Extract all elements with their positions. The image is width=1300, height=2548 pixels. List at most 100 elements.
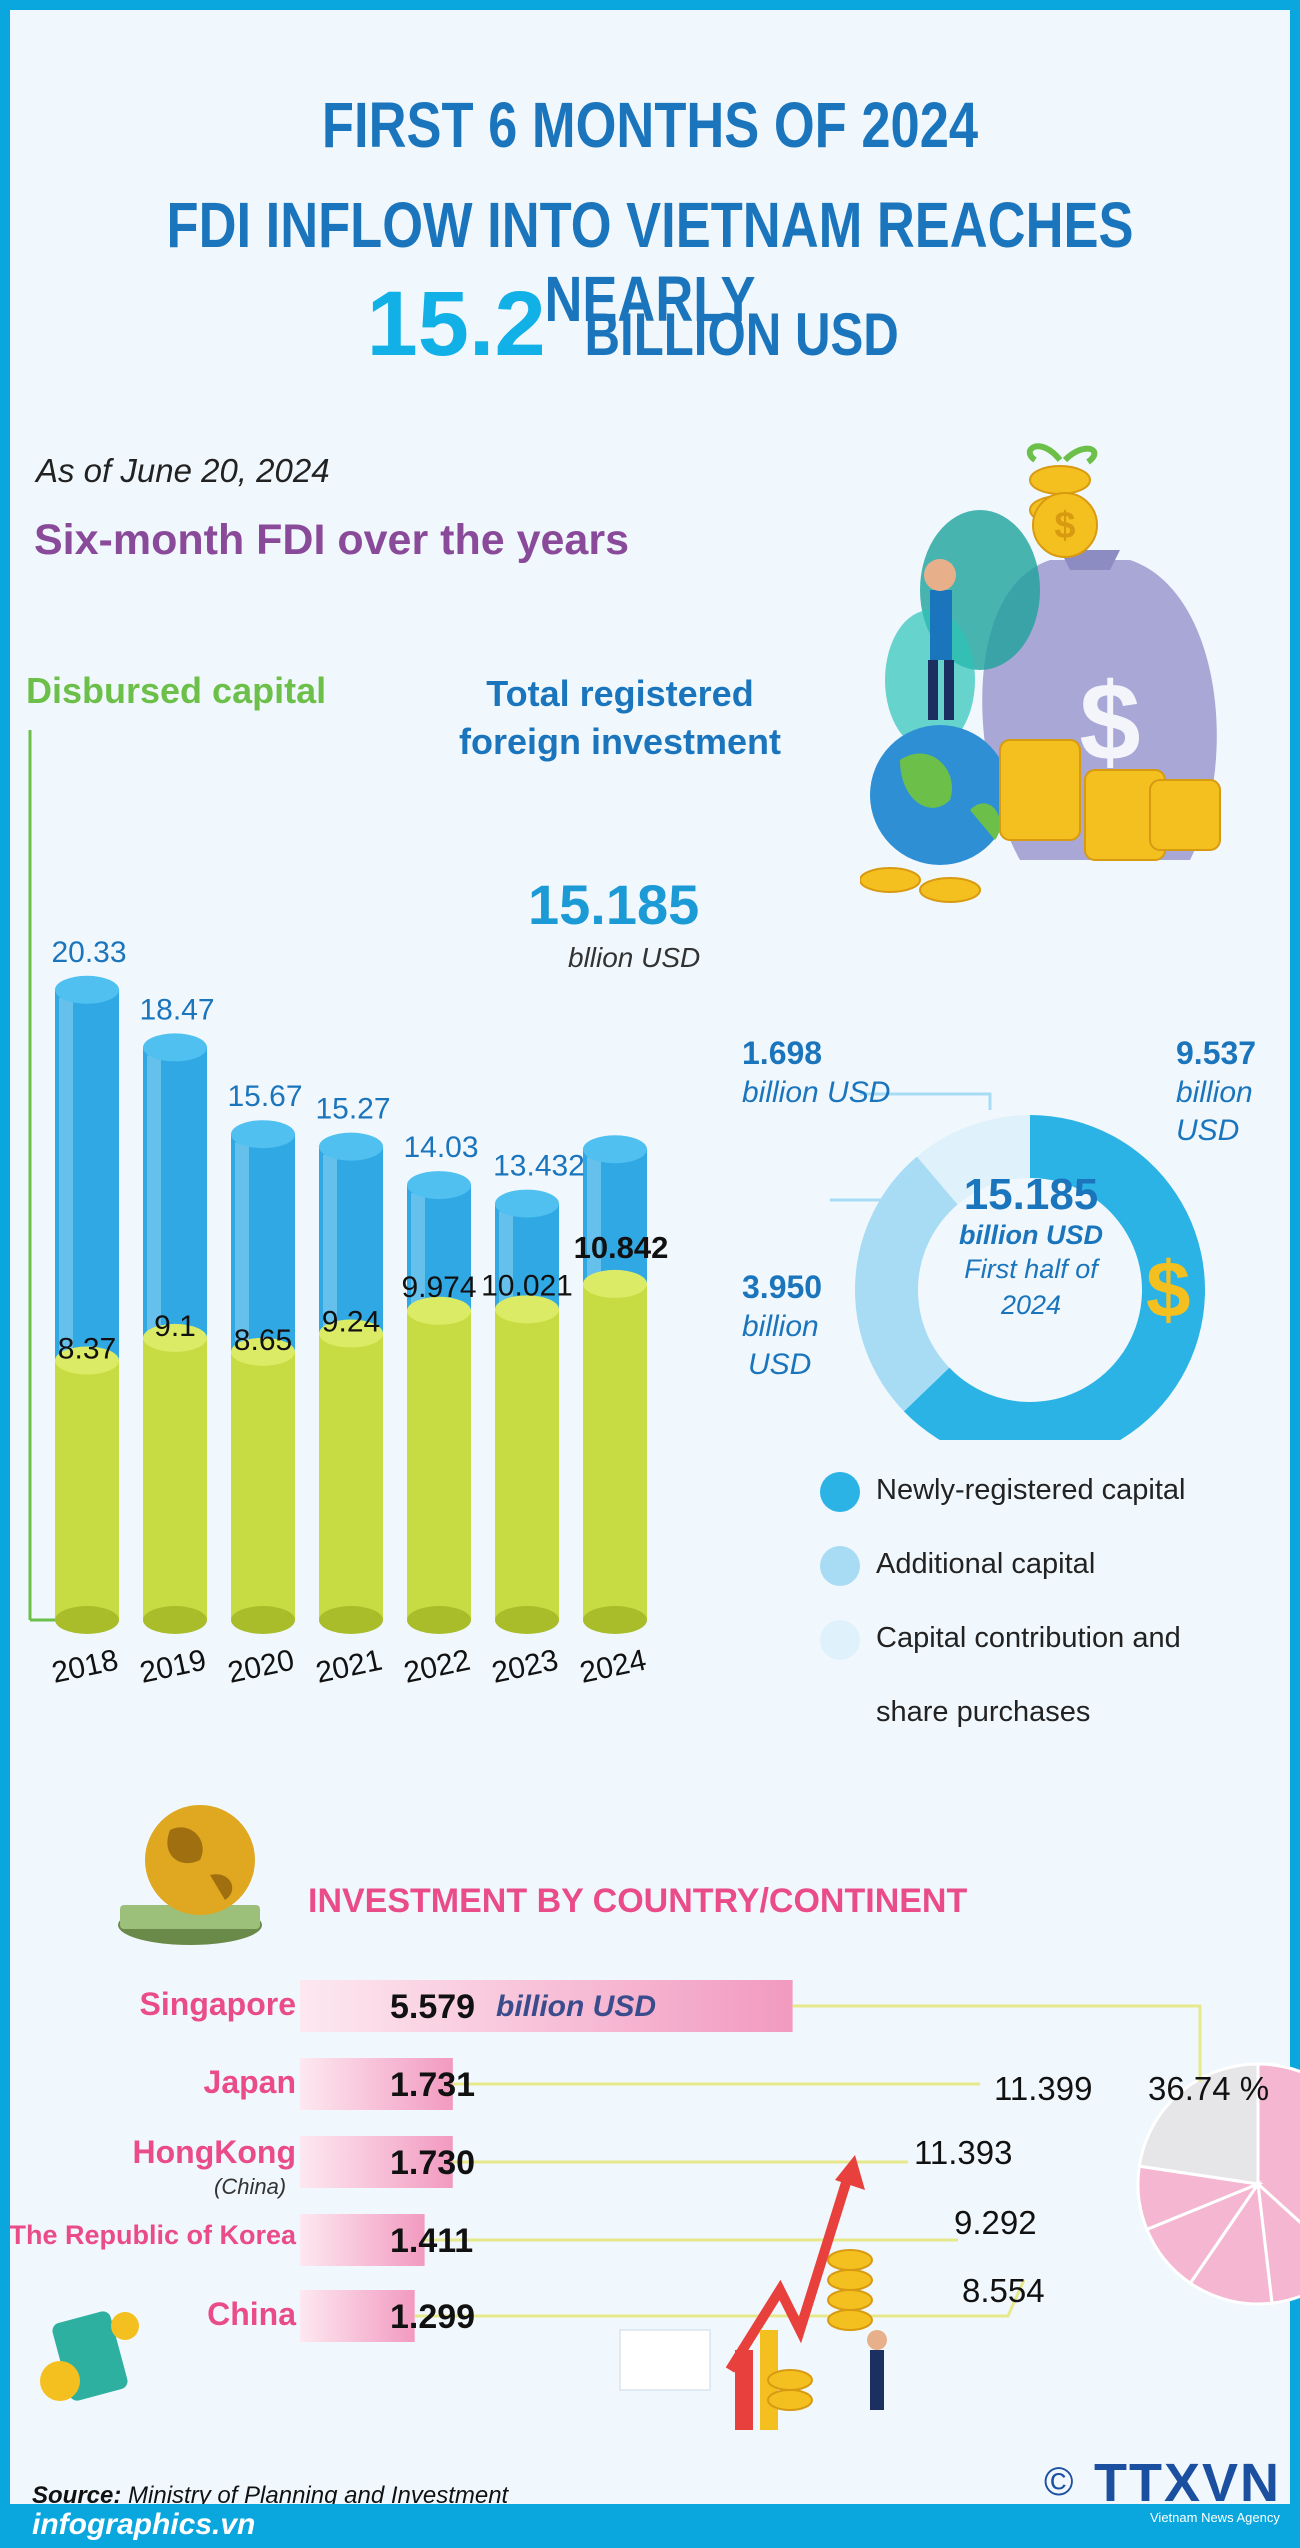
bar-base-2021 xyxy=(319,1606,383,1634)
country-pie-label-4: 8.554 xyxy=(962,2272,1045,2309)
country-leader-4 xyxy=(414,2279,1026,2318)
donut-center-value: 15.185 xyxy=(963,1170,1099,1219)
donut-center-unit: billion USD xyxy=(959,1220,1103,1250)
value-contribution: 1.698 billion USD xyxy=(742,1034,890,1112)
headline-line1: FIRST 6 MONTHS OF 2024 xyxy=(321,89,979,161)
disbursed-bar-cap-2021 xyxy=(319,1319,383,1348)
country-pie-slice-0 xyxy=(1256,2062,1300,2225)
bar-base-2024 xyxy=(583,1606,647,1634)
copyright-icon: © xyxy=(1044,2460,1074,2504)
year-tick-2022: 2022 xyxy=(401,1644,473,1690)
disbursed-bar-2024 xyxy=(583,1283,647,1620)
logo-subtitle: Vietnam News Agency xyxy=(1150,2510,1280,2525)
country-value-3: 1.411 xyxy=(390,2222,474,2260)
value-newly: 9.537 billion USD xyxy=(1176,1034,1256,1150)
money-bag-illustration: $ $ xyxy=(860,443,1221,903)
disbursed-bar-2018 xyxy=(55,1360,119,1620)
value-newly-unit-usd: USD xyxy=(1176,1114,1240,1147)
footer-bar: infographics.vn xyxy=(0,2504,1300,2548)
legend-contribution-line1: Capital contribution and xyxy=(876,1622,1181,1654)
value-contribution-number: 1.698 xyxy=(742,1035,823,1071)
bar-base-2023 xyxy=(495,1606,559,1634)
bar-base-2018 xyxy=(55,1606,119,1634)
highlight-total-unit: bllion USD xyxy=(568,942,701,973)
leader-line-contribution xyxy=(860,1092,992,1110)
capital-donut-chart xyxy=(830,1092,1205,1440)
disbursed-bar-cap-2020 xyxy=(231,1337,295,1366)
country-unit: billion USD xyxy=(496,1990,656,2023)
year-tick-2020: 2020 xyxy=(225,1644,297,1690)
total-value-label-2020: 15.67 xyxy=(227,1080,302,1113)
total-value-label-2022: 14.03 xyxy=(403,1131,478,1164)
fdi-cylinder-chart: 20.33 8.37 2018 18.47 9.1 2019 15.67 8.65 2020 15… xyxy=(28,730,669,1690)
legend-dot-additional xyxy=(820,1546,860,1586)
phone-money-icon xyxy=(30,2296,150,2406)
headline-highlight: 15.2 xyxy=(366,273,546,375)
country-bar-3 xyxy=(300,2214,425,2266)
value-additional-unit-usd: USD xyxy=(748,1348,812,1381)
bar-base-2022 xyxy=(407,1606,471,1634)
total-bar-cap-2022 xyxy=(407,1171,471,1200)
total-bar-cap-2021 xyxy=(319,1132,383,1161)
disbursed-bar-cap-2023 xyxy=(495,1295,559,1324)
svg-text:$: $ xyxy=(1054,505,1075,547)
bar-base-2019 xyxy=(143,1606,207,1634)
headline-unit: BILLION USD xyxy=(584,301,899,368)
donut-center-label: 15.185 billion USD First half of 2024 xyxy=(926,1170,1136,1323)
globe-money-icon xyxy=(118,1805,262,1945)
disbursed-bar-cap-2019 xyxy=(143,1323,207,1352)
disbursed-bar-2019 xyxy=(143,1337,207,1620)
country-bar-4 xyxy=(300,2290,415,2342)
total-bar-cap-2019 xyxy=(143,1033,207,1062)
site-url[interactable]: infographics.vn xyxy=(32,2508,256,2541)
leader-line-additional xyxy=(830,1198,930,1202)
total-value-label-2019: 18.47 xyxy=(139,993,214,1026)
donut-slice-0 xyxy=(903,1115,1205,1440)
donut-center-note: First half of 2024 xyxy=(964,1254,1098,1320)
total-value-label-2023: 13.432 xyxy=(493,1150,585,1183)
total-bar-cap-2020 xyxy=(231,1120,295,1149)
legend-dot-newly xyxy=(820,1472,860,1512)
country-name-4: China xyxy=(207,2296,296,2332)
disbursed-bar-cap-2018 xyxy=(55,1346,119,1375)
bar-base-2020 xyxy=(231,1606,295,1634)
disbursed-value-label-2019: 9.1 xyxy=(154,1310,196,1343)
total-bar-cap-2018 xyxy=(55,975,119,1004)
headline-line2: FDI INFLOW INTO VIETNAM REACHES NEARLY xyxy=(166,189,1134,335)
disbursed-bar-cap-2024 xyxy=(583,1269,647,1298)
disbursed-bar-2020 xyxy=(231,1351,295,1620)
value-additional-unit-billion: billion xyxy=(742,1310,819,1343)
country-sub-note: (China) xyxy=(214,2174,287,2199)
donut-slice-2 xyxy=(916,1115,1030,1205)
disbursed-value-label-2022: 9.974 xyxy=(401,1271,476,1304)
disbursed-value-label-2024: 10.842 xyxy=(574,1230,669,1265)
country-value-1: 1.731 xyxy=(390,2066,476,2104)
headline-line3: 15.2 BILLION USD xyxy=(0,272,1300,377)
disbursed-value-label-2020: 8.65 xyxy=(234,1324,292,1357)
disbursed-value-label-2018: 8.37 xyxy=(58,1333,116,1366)
svg-text:$: $ xyxy=(1079,661,1140,784)
country-pie-label-0: 36.74 % xyxy=(1148,2070,1270,2107)
legend-dot-contribution xyxy=(820,1620,860,1660)
disbursed-bar-2022 xyxy=(407,1310,471,1620)
country-value-0: 5.579 xyxy=(390,1988,476,2026)
total-value-label-2021: 15.27 xyxy=(315,1093,390,1126)
disbursed-bar-2021 xyxy=(319,1333,383,1620)
total-legend-line1: Total registered xyxy=(486,673,754,714)
country-name-2: HongKong xyxy=(132,2134,297,2170)
section-subtitle: Six-month FDI over the years xyxy=(34,516,629,564)
growth-chart-illustration xyxy=(619,2155,887,2430)
country-bar-chart xyxy=(300,1980,1300,2342)
country-bar-2 xyxy=(300,2136,453,2188)
country-pie-label-1: 11.399 xyxy=(994,2070,1093,2107)
dollar-sign-icon: $ xyxy=(1146,1245,1191,1334)
value-additional-number: 3.950 xyxy=(742,1269,823,1305)
country-pie-label-3: 9.292 xyxy=(954,2204,1037,2241)
country-name-0: Singapore xyxy=(139,1986,296,2022)
total-legend-label: Total registered foreign investment xyxy=(430,670,810,766)
ttxvn-logo: TTXVN xyxy=(1094,2453,1282,2513)
total-value-label-2018: 20.33 xyxy=(51,936,126,969)
country-value-4: 1.299 xyxy=(390,2298,476,2336)
value-additional: 3.950 billion USD xyxy=(742,1268,822,1384)
disbursed-bar-2023 xyxy=(495,1309,559,1620)
